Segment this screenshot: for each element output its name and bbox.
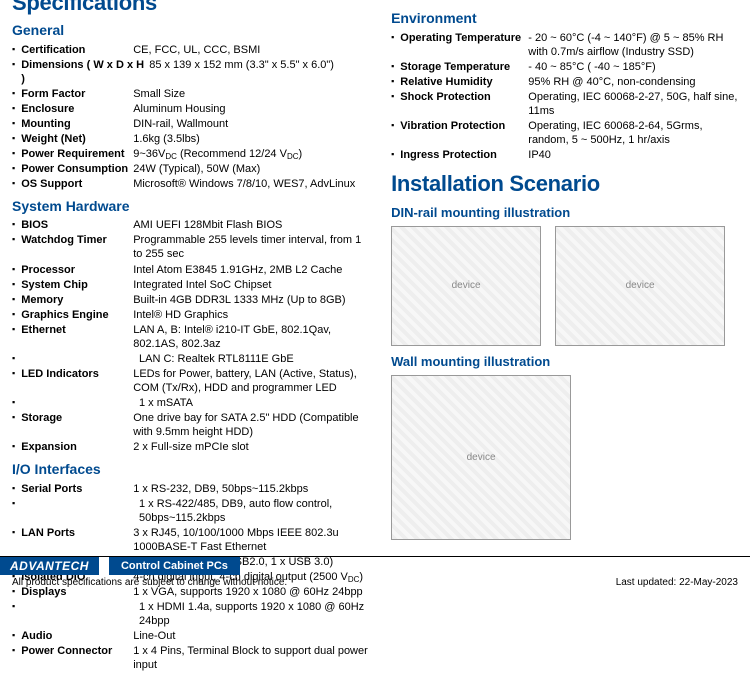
footer-note: All product specifications are subject t… — [12, 577, 287, 588]
env-list: Operating Temperature- 20 ~ 60°C (-4 ~ 1… — [391, 30, 738, 163]
general-list: CertificationCE, FCC, UL, CCC, BSMI Dime… — [12, 42, 373, 192]
value: DIN-rail, Wallmount — [133, 117, 373, 131]
value: Intel Atom E3845 1.91GHz, 2MB L2 Cache — [133, 263, 373, 277]
value: 85 x 139 x 152 mm (3.3" x 5.5" x 6.0") — [149, 58, 373, 72]
value: Operating, IEC 60068-2-27, 50G, half sin… — [528, 90, 738, 118]
value: 1 x RS-422/485, DB9, auto flow control, … — [139, 497, 373, 525]
value: 1.6kg (3.5lbs) — [133, 132, 373, 146]
label: System Chip — [21, 278, 133, 292]
env-heading: Environment — [391, 10, 738, 26]
label: Power Connector — [21, 644, 133, 658]
label: Mounting — [21, 117, 133, 131]
install-heading: Installation Scenario — [391, 171, 738, 197]
value: 2 x Full-size mPCIe slot — [133, 440, 373, 454]
value: One drive bay for SATA 2.5" HDD (Compati… — [133, 411, 373, 439]
value: Built-in 4GB DDR3L 1333 MHz (Up to 8GB) — [133, 293, 373, 307]
label: Power Consumption — [21, 162, 133, 176]
value: 1 x 4 Pins, Terminal Block to support du… — [133, 644, 373, 672]
value: 24W (Typical), 50W (Max) — [133, 162, 373, 176]
din-heading: DIN-rail mounting illustration — [391, 205, 738, 220]
category-label: Control Cabinet PCs — [109, 557, 240, 575]
value: Microsoft® Windows 7/8/10, WES7, AdvLinu… — [133, 177, 373, 191]
label: Form Factor — [21, 87, 133, 101]
value: Line-Out — [133, 629, 373, 643]
label: Ingress Protection — [400, 148, 528, 162]
value: AMI UEFI 128Mbit Flash BIOS — [133, 218, 373, 232]
label: Vibration Protection — [400, 119, 528, 133]
label: Storage Temperature — [400, 60, 528, 74]
label: Enclosure — [21, 102, 133, 116]
label: Relative Humidity — [400, 75, 528, 89]
value: LEDs for Power, battery, LAN (Active, St… — [133, 367, 373, 395]
specs-heading: Specifications — [12, 0, 373, 16]
value: Integrated Intel SoC Chipset — [133, 278, 373, 292]
label: Ethernet — [21, 323, 133, 337]
syshw-heading: System Hardware — [12, 198, 373, 214]
value: Small Size — [133, 87, 373, 101]
syshw-list: BIOSAMI UEFI 128Mbit Flash BIOS Watchdog… — [12, 218, 373, 455]
value: LAN A, B: Intel® i210-IT GbE, 802.1Qav, … — [133, 323, 373, 351]
value: Aluminum Housing — [133, 102, 373, 116]
footer-date: Last updated: 22-May-2023 — [616, 577, 738, 588]
label: LAN Ports — [21, 526, 133, 540]
general-heading: General — [12, 22, 373, 38]
label: Storage — [21, 411, 133, 425]
label: LED Indicators — [21, 367, 133, 381]
value: - 20 ~ 60°C (-4 ~ 140°F) @ 5 ~ 85% RH wi… — [528, 31, 738, 59]
label: Serial Ports — [21, 482, 133, 496]
value: 1 x HDMI 1.4a, supports 1920 x 1080 @ 60… — [139, 600, 373, 628]
label: Watchdog Timer — [21, 233, 133, 247]
value: 1 x RS-232, DB9, 50bps~115.2kbps — [133, 482, 373, 496]
label: OS Support — [21, 177, 133, 191]
label: Audio — [21, 629, 133, 643]
value: IP40 — [528, 148, 738, 162]
label: Graphics Engine — [21, 308, 133, 322]
din-illustration-2: device — [555, 226, 725, 346]
value: CE, FCC, UL, CCC, BSMI — [133, 43, 373, 57]
label: Memory — [21, 293, 133, 307]
value: 95% RH @ 40°C, non-condensing — [528, 75, 738, 89]
value: Operating, IEC 60068-2-64, 5Grms, random… — [528, 119, 738, 147]
value: Programmable 255 levels timer interval, … — [133, 233, 373, 261]
value: 9~36VDC (Recommend 12/24 VDC) — [133, 147, 373, 161]
value: 3 x RJ45, 10/100/1000 Mbps IEEE 802.3u 1… — [133, 526, 373, 554]
label: Processor — [21, 263, 133, 277]
label: Shock Protection — [400, 90, 528, 104]
label: Expansion — [21, 440, 133, 454]
label: Operating Temperature — [400, 31, 528, 45]
value: LAN C: Realtek RTL8111E GbE — [139, 352, 373, 366]
io-heading: I/O Interfaces — [12, 461, 373, 477]
label: Dimensions ( W x D x H ) — [21, 58, 149, 86]
label: Power Requirement — [21, 147, 133, 161]
value: - 40 ~ 85°C ( -40 ~ 185°F) — [528, 60, 738, 74]
footer: ADVANTECH Control Cabinet PCs All produc… — [0, 556, 750, 591]
din-illustration-1: device — [391, 226, 541, 346]
value: Intel® HD Graphics — [133, 308, 373, 322]
label: Certification — [21, 43, 133, 57]
brand-logo: ADVANTECH — [0, 557, 99, 575]
wall-illustration: device — [391, 375, 571, 540]
wall-heading: Wall mounting illustration — [391, 354, 738, 369]
value: 1 x mSATA — [139, 396, 373, 410]
label: Weight (Net) — [21, 132, 133, 146]
label: BIOS — [21, 218, 133, 232]
